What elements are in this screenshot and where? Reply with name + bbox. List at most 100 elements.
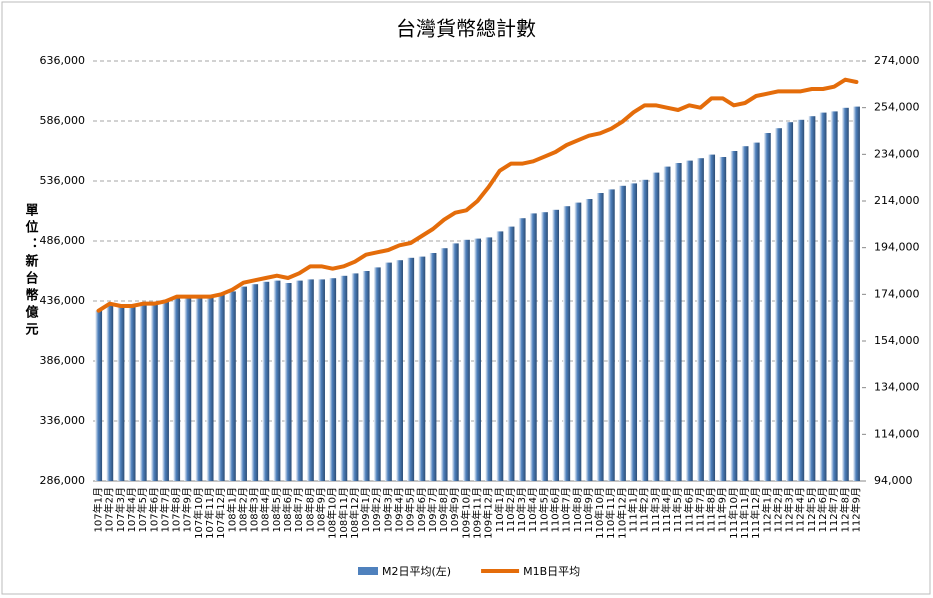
x-tick-label: 108年2月 [236, 487, 249, 532]
bar [797, 119, 805, 482]
bar [496, 231, 504, 481]
x-tick-label: 112年7月 [827, 487, 840, 532]
x-tick-label: 111年5月 [671, 487, 684, 532]
x-tick-label: 110年11月 [604, 487, 617, 539]
bar [429, 253, 437, 481]
bar [674, 163, 682, 481]
bar [262, 281, 270, 481]
x-tick-label: 109年7月 [426, 487, 439, 532]
x-tick-label: 110年7月 [560, 487, 573, 532]
bar [529, 213, 537, 481]
y-tick-label: 386,000 [40, 354, 86, 367]
x-tick-label: 111年4月 [660, 487, 673, 532]
bar [317, 279, 325, 481]
x-tick-label: 110年10月 [593, 487, 606, 539]
x-tick-label: 108年3月 [248, 487, 261, 532]
x-tick-label: 109年8月 [437, 487, 450, 532]
x-tick-label: 112年6月 [816, 487, 829, 532]
bar [752, 142, 760, 481]
legend-label: M1B日平均 [523, 565, 580, 578]
x-tick-label: 109年6月 [415, 487, 428, 532]
bar [150, 303, 158, 481]
x-tick-label: 107年7月 [158, 487, 171, 532]
x-tick-label: 107年4月 [125, 487, 138, 532]
bar [284, 283, 292, 481]
x-tick-label: 108年6月 [281, 487, 294, 532]
bar [440, 248, 448, 481]
x-tick-label: 108年7月 [292, 487, 305, 532]
bar [251, 284, 259, 481]
bar [485, 237, 493, 481]
bar [741, 146, 749, 481]
bar [217, 293, 225, 481]
y2-tick-label: 234,000 [874, 147, 920, 160]
bar [407, 257, 415, 481]
x-tick-label: 111年8月 [705, 487, 718, 532]
legend-label: M2日平均(左) [382, 565, 451, 578]
bar [306, 279, 314, 481]
x-tick-label: 111年2月 [638, 487, 651, 532]
bar [574, 202, 582, 481]
y-tick-label: 486,000 [40, 234, 86, 247]
bar [206, 295, 214, 481]
x-tick-label: 112年2月 [771, 487, 784, 532]
bar [329, 278, 337, 481]
x-tick-label: 107年9月 [181, 487, 194, 532]
x-tick-label: 110年8月 [571, 487, 584, 532]
bar [139, 302, 147, 481]
bar [173, 296, 181, 481]
bar [273, 280, 281, 481]
x-tick-label: 108年11月 [337, 487, 350, 539]
bar [841, 107, 849, 482]
bar [585, 199, 593, 481]
x-tick-label: 112年9月 [849, 487, 862, 532]
x-tick-label: 111年1月 [627, 487, 640, 532]
x-tick-label: 112年3月 [783, 487, 796, 532]
x-tick-label: 108年1月 [225, 487, 238, 532]
bar [852, 106, 860, 481]
bar [663, 166, 671, 481]
bar [340, 275, 348, 481]
y2-tick-label: 134,000 [874, 381, 920, 394]
x-tick-label: 111年11月 [738, 487, 751, 539]
bar [808, 116, 816, 481]
y2-tick-label: 154,000 [874, 334, 920, 347]
bar [462, 239, 470, 481]
x-tick-label: 108年8月 [303, 487, 316, 532]
bar [540, 212, 548, 481]
x-tick-label: 110年9月 [582, 487, 595, 532]
bar [630, 183, 638, 481]
y2-tick-label: 214,000 [874, 194, 920, 207]
x-tick-label: 109年3月 [381, 487, 394, 532]
bar [384, 262, 392, 481]
bar [641, 179, 649, 482]
x-tick-label: 110年6月 [549, 487, 562, 532]
bar [474, 238, 481, 481]
x-tick-label: 108年12月 [348, 487, 361, 539]
x-tick-label: 110年1月 [493, 487, 506, 532]
bar [552, 209, 560, 482]
bar [518, 218, 526, 481]
y2-tick-label: 114,000 [874, 427, 920, 440]
x-tick-label: 107年3月 [114, 487, 127, 532]
line [96, 77, 859, 313]
bar [774, 128, 782, 481]
x-tick-label: 109年5月 [404, 487, 417, 532]
x-tick-label: 112年4月 [794, 487, 807, 532]
x-tick-label: 108年4月 [259, 487, 272, 532]
x-tick-label: 107年2月 [103, 487, 116, 532]
bar [373, 267, 381, 481]
bar [228, 291, 236, 481]
legend-swatch [358, 567, 378, 575]
y-tick-label: 336,000 [40, 414, 86, 427]
x-tick-label: 111年12月 [749, 487, 762, 539]
x-tick-label: 109年1月 [359, 487, 372, 532]
y2-tick-label: 194,000 [874, 241, 920, 254]
y2-tick-label: 174,000 [874, 287, 920, 300]
bar [106, 303, 114, 481]
y-tick-label: 586,000 [40, 114, 86, 127]
x-tick-label: 107年12月 [214, 487, 227, 539]
x-tick-label: 111年9月 [716, 487, 729, 532]
x-tick-label: 109年10月 [459, 487, 472, 539]
